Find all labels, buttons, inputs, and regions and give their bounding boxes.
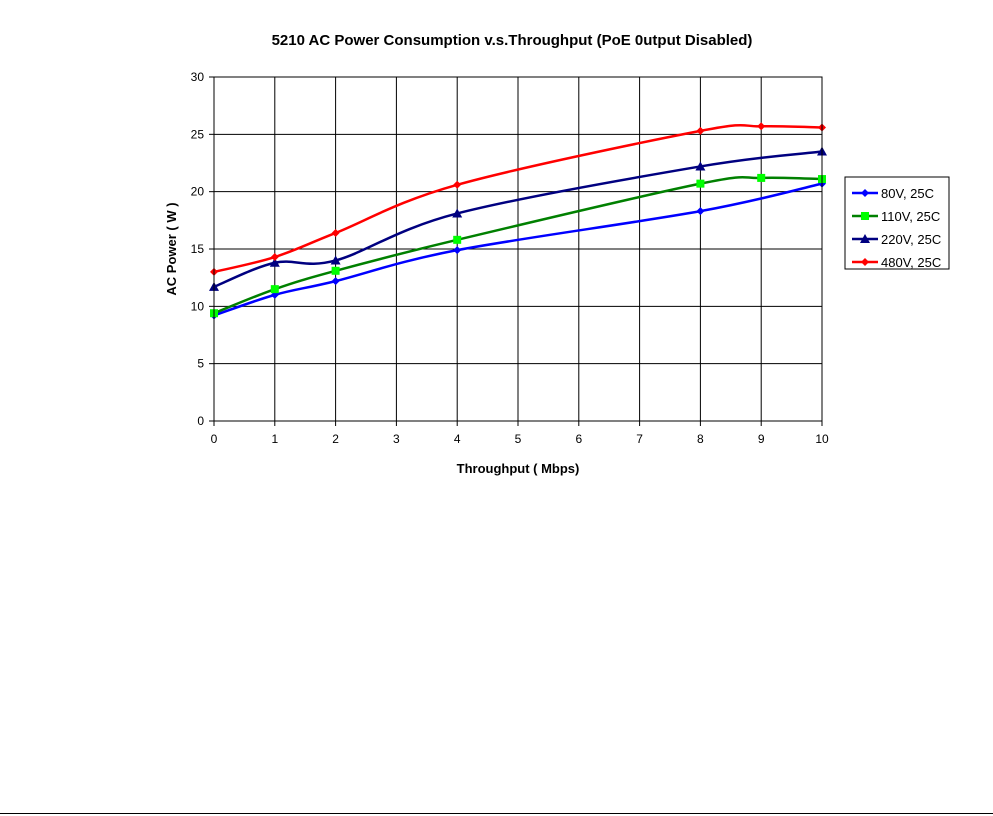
legend-entry: 80V, 25C	[881, 186, 934, 201]
y-tick-label: 5	[197, 357, 204, 371]
y-tick-label: 30	[191, 70, 205, 84]
legend-entry: 220V, 25C	[881, 232, 941, 247]
data-point-0-3	[453, 246, 462, 255]
page-divider	[0, 813, 993, 814]
y-axis-label: AC Power ( W )	[164, 202, 179, 295]
x-tick-label: 6	[575, 432, 582, 446]
data-point-1-3	[453, 235, 462, 244]
legend: 80V, 25C 110V, 25C 220V, 25C 480V, 25C	[844, 176, 950, 270]
data-point-2-3	[452, 208, 463, 218]
x-tick-label: 5	[515, 432, 522, 446]
y-tick-label: 10	[191, 299, 205, 313]
legend-marker	[861, 189, 869, 197]
data-point-1-4	[696, 179, 705, 188]
x-tick-label: 8	[697, 432, 704, 446]
data-point-3-3	[453, 180, 462, 189]
data-point-2-1	[269, 257, 280, 267]
series-line-3	[213, 123, 823, 274]
y-tick-label: 25	[191, 127, 205, 141]
y-tick-label: 15	[191, 242, 205, 256]
data-point-1-5	[757, 173, 766, 182]
data-point-3-4	[696, 126, 705, 135]
data-point-1-2	[331, 266, 340, 275]
data-point-2-4	[695, 161, 706, 171]
x-tick-label: 1	[271, 432, 278, 446]
legend-entry: 480V, 25C	[881, 255, 941, 270]
data-point-3-2	[331, 228, 340, 237]
legend-marker	[861, 258, 869, 266]
y-tick-label: 0	[197, 414, 204, 428]
x-tick-label: 0	[211, 432, 218, 446]
y-tick-labels: 0 5 10 15 20 25 30	[191, 70, 205, 428]
x-tick-label: 4	[454, 432, 461, 446]
chart-title: 5210 AC Power Consumption v.s.Throughput…	[272, 32, 753, 49]
legend-marker	[860, 234, 870, 243]
plot-border	[213, 76, 823, 422]
data-point-1-1	[270, 285, 279, 294]
y-tick-label: 20	[191, 185, 205, 199]
data-point-0-2	[331, 277, 340, 286]
data-point-0-4	[696, 207, 705, 216]
x-tick-labels: 0 1 2 3 4 5 6 7 8 9 10	[211, 432, 829, 446]
x-tick-label: 7	[636, 432, 643, 446]
data-point-3-1	[270, 253, 279, 262]
x-tick-label: 10	[815, 432, 829, 446]
legend-marker	[861, 212, 869, 220]
data-point-2-2	[330, 255, 341, 265]
x-tick-label: 9	[758, 432, 765, 446]
x-axis-label: Throughput ( Mbps)	[457, 461, 580, 476]
x-tick-label: 2	[332, 432, 339, 446]
legend-entry: 110V, 25C	[881, 209, 940, 224]
x-tick-label: 3	[393, 432, 400, 446]
data-point-3-5	[757, 122, 766, 131]
